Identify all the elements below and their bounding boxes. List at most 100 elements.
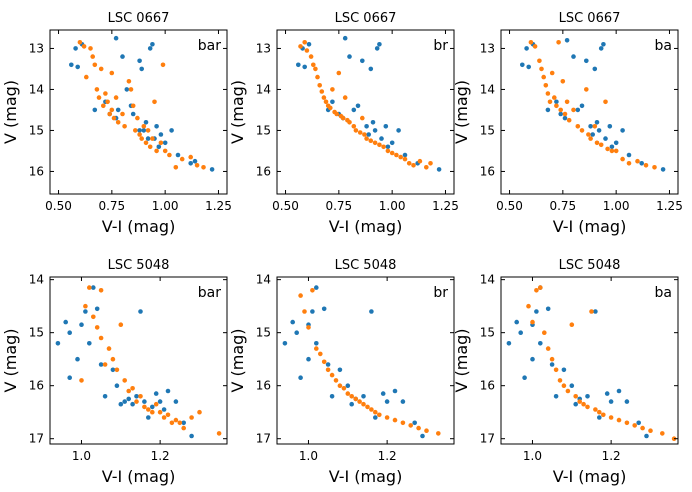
point-blue-20 (603, 136, 608, 141)
point-blue-13 (364, 124, 369, 129)
point-blue-25 (161, 407, 167, 412)
point-blue-25 (402, 152, 408, 158)
point-orange-9 (321, 95, 327, 100)
point-blue-2 (75, 64, 80, 70)
point-blue-28 (181, 420, 186, 426)
point-blue-12 (360, 58, 365, 64)
point-orange-30 (216, 431, 222, 436)
point-orange-2 (537, 58, 542, 64)
point-orange-24 (357, 130, 363, 135)
point-blue-11 (124, 87, 130, 92)
point-blue-12 (561, 367, 567, 373)
point-blue-4 (92, 107, 98, 113)
point-orange-34 (158, 140, 164, 146)
point-orange-1 (302, 309, 307, 314)
point-orange-14 (581, 401, 586, 407)
point-blue-10 (120, 54, 125, 59)
x-tick-label: 1.25 (656, 199, 683, 213)
point-blue-21 (146, 415, 151, 420)
point-orange-17 (142, 404, 147, 410)
point-orange-38 (411, 163, 416, 168)
point-orange-8 (98, 66, 104, 72)
point-blue-17 (130, 401, 135, 407)
point-blue-0 (69, 62, 74, 68)
panel-annotation: bar (198, 285, 221, 301)
x-tick-label: 1.0 (299, 449, 318, 463)
y-tick-label: 16 (29, 164, 44, 178)
panel-4: 1.0 1.2 14 15 16 17 LSC 5048 br V-I (mag) V (mag) (228, 258, 455, 486)
point-orange-9 (110, 356, 116, 362)
point-blue-20 (142, 399, 147, 404)
point-blue-9 (571, 54, 576, 59)
point-blue-16 (594, 120, 600, 125)
y-tick-label: 15 (480, 326, 495, 340)
point-blue-1 (73, 46, 78, 51)
point-blue-1 (524, 46, 529, 51)
point-orange-1 (302, 40, 308, 45)
point-orange-30 (147, 144, 153, 150)
point-blue-27 (173, 399, 179, 404)
point-blue-8 (342, 35, 348, 41)
y-tick-label: 15 (256, 123, 271, 137)
point-orange-4 (314, 346, 319, 351)
point-orange-36 (162, 148, 168, 154)
point-orange-13 (577, 399, 582, 404)
point-blue-4 (545, 107, 551, 113)
point-blue-27 (660, 167, 666, 172)
y-tick-label: 14 (29, 273, 44, 287)
point-orange-10 (114, 367, 120, 373)
point-blue-5 (79, 322, 84, 328)
point-blue-13 (345, 383, 351, 389)
panel-title: LSC 5048 (559, 258, 621, 273)
panel-0: 0.50 0.75 1.00 1.25 13 14 15 16 LSC 0667 bar V-I (… (1, 11, 232, 236)
point-blue-20 (384, 399, 390, 404)
x-tick-label: 1.2 (602, 449, 621, 463)
panel-1: 0.50 0.75 1.00 1.25 13 14 15 16 LSC 0667 br V-I (m… (228, 11, 459, 236)
x-tick-label: 0.75 (98, 199, 125, 213)
point-blue-23 (636, 420, 641, 426)
point-blue-21 (616, 388, 622, 394)
point-orange-18 (340, 115, 346, 121)
point-orange-15 (334, 111, 340, 117)
point-blue-10 (325, 362, 331, 367)
point-orange-3 (91, 314, 96, 320)
point-blue-22 (400, 399, 406, 404)
point-orange-18 (597, 409, 602, 415)
point-blue-19 (377, 42, 382, 47)
point-blue-24 (420, 433, 425, 439)
point-orange-24 (135, 115, 140, 121)
point-blue-19 (380, 391, 386, 396)
point-orange-39 (179, 156, 185, 162)
point-blue-7 (538, 341, 543, 346)
x-tick-label: 0.50 (496, 199, 523, 213)
point-orange-22 (130, 103, 136, 109)
point-orange-28 (609, 148, 615, 154)
point-blue-16 (139, 66, 144, 72)
point-blue-0 (520, 62, 525, 68)
y-tick-label: 14 (256, 273, 271, 287)
point-orange-5 (318, 351, 323, 357)
point-orange-7 (547, 99, 553, 105)
point-orange-0 (526, 303, 531, 309)
y-axis-label: V (mag) (228, 80, 247, 144)
point-orange-6 (545, 91, 551, 96)
point-orange-14 (130, 386, 135, 391)
point-blue-18 (134, 394, 139, 399)
point-blue-2 (518, 330, 523, 336)
point-orange-15 (134, 399, 139, 404)
point-blue-2 (302, 64, 308, 70)
point-orange-7 (325, 367, 331, 373)
point-orange-15 (564, 99, 570, 105)
point-blue-8 (564, 38, 570, 43)
point-blue-3 (298, 375, 303, 381)
point-orange-23 (165, 412, 171, 418)
point-orange-23 (400, 420, 406, 426)
point-orange-22 (392, 417, 398, 423)
point-orange-32 (152, 99, 157, 105)
point-blue-6 (558, 111, 563, 117)
point-orange-16 (138, 394, 143, 399)
panel-title: LSC 0667 (108, 11, 170, 26)
point-blue-17 (369, 309, 374, 314)
point-orange-19 (342, 95, 348, 100)
point-orange-0 (298, 293, 303, 298)
